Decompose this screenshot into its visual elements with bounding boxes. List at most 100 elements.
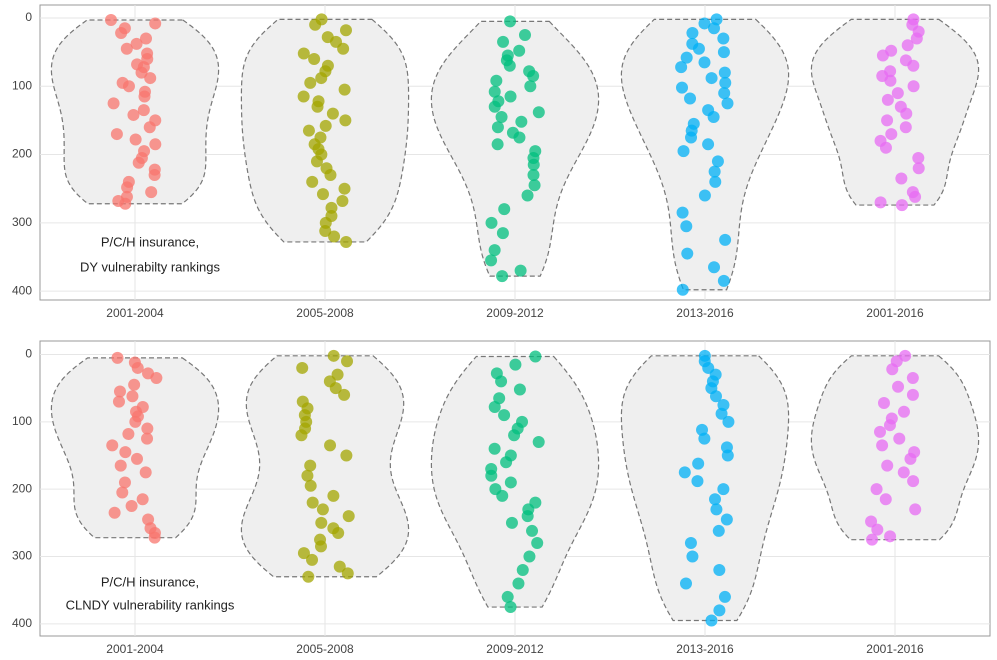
point — [304, 76, 317, 89]
point — [721, 97, 734, 110]
point — [112, 395, 125, 408]
point — [338, 388, 351, 401]
point — [677, 145, 690, 158]
point — [327, 349, 340, 362]
point — [885, 128, 898, 141]
x-tick-label: 2009-2012 — [486, 306, 544, 320]
violin — [620, 355, 790, 622]
point — [705, 72, 718, 85]
x-tick-label: 2001-2004 — [106, 642, 164, 656]
point — [692, 42, 705, 55]
point — [315, 516, 328, 529]
point — [128, 378, 141, 391]
point — [501, 590, 514, 603]
point — [866, 533, 879, 546]
point — [145, 186, 158, 199]
point — [110, 128, 123, 141]
point — [892, 380, 905, 393]
point — [686, 26, 699, 39]
point — [132, 156, 145, 169]
point — [491, 138, 504, 151]
point — [295, 429, 308, 442]
point — [341, 355, 354, 368]
x-tick-label: 2009-2012 — [486, 642, 544, 656]
point — [314, 540, 327, 553]
point — [717, 483, 730, 496]
point — [698, 56, 711, 69]
point — [680, 220, 693, 233]
point — [528, 179, 541, 192]
point — [331, 368, 344, 381]
point — [718, 87, 731, 100]
point — [521, 510, 534, 523]
point — [874, 196, 887, 209]
point — [516, 563, 529, 576]
point — [717, 46, 730, 59]
point — [495, 375, 508, 388]
point — [698, 432, 711, 445]
point — [684, 92, 697, 105]
point — [304, 479, 317, 492]
x-tick-label: 2005-2008 — [296, 306, 354, 320]
point — [518, 29, 531, 42]
point — [719, 233, 732, 246]
point — [297, 90, 310, 103]
point — [497, 35, 510, 48]
point — [711, 155, 724, 168]
point — [504, 476, 517, 489]
point — [131, 452, 144, 465]
point — [327, 489, 340, 502]
point — [315, 72, 328, 85]
point — [137, 104, 150, 117]
point — [870, 483, 883, 496]
point — [328, 230, 341, 243]
point — [319, 119, 332, 132]
point — [297, 547, 310, 560]
point — [324, 169, 337, 182]
point — [514, 264, 527, 277]
point — [515, 115, 528, 128]
point — [131, 361, 144, 374]
point — [105, 14, 118, 27]
point — [527, 169, 540, 182]
point — [708, 261, 721, 274]
point — [717, 32, 730, 45]
point — [141, 432, 154, 445]
point — [712, 524, 725, 537]
x-tick-label: 2005-2008 — [296, 642, 354, 656]
annotation: P/C/H insurance, — [101, 574, 199, 589]
point — [722, 415, 735, 428]
annotation: CLNDY vulnerability rankings — [66, 597, 235, 612]
y-tick-label: 400 — [12, 616, 32, 630]
point — [491, 121, 504, 134]
point — [879, 493, 892, 506]
point — [910, 32, 923, 45]
y-tick-label: 200 — [12, 481, 32, 495]
point — [906, 372, 919, 385]
point — [125, 500, 138, 513]
point — [874, 425, 887, 438]
point — [129, 415, 142, 428]
point — [900, 107, 913, 120]
point — [513, 383, 526, 396]
point — [496, 270, 509, 283]
point — [119, 446, 132, 459]
point — [907, 475, 920, 488]
point — [115, 26, 128, 39]
point — [508, 429, 521, 442]
point — [333, 560, 346, 573]
point — [304, 459, 317, 472]
point — [512, 577, 525, 590]
point — [326, 107, 339, 120]
point — [139, 466, 152, 479]
point — [719, 76, 732, 89]
violin — [240, 355, 410, 578]
point — [296, 361, 309, 374]
point — [721, 449, 734, 462]
y-tick-label: 200 — [12, 147, 32, 161]
y-tick-label: 300 — [12, 215, 32, 229]
point — [532, 436, 545, 449]
point — [680, 51, 693, 64]
point — [339, 24, 352, 37]
point — [498, 203, 511, 216]
